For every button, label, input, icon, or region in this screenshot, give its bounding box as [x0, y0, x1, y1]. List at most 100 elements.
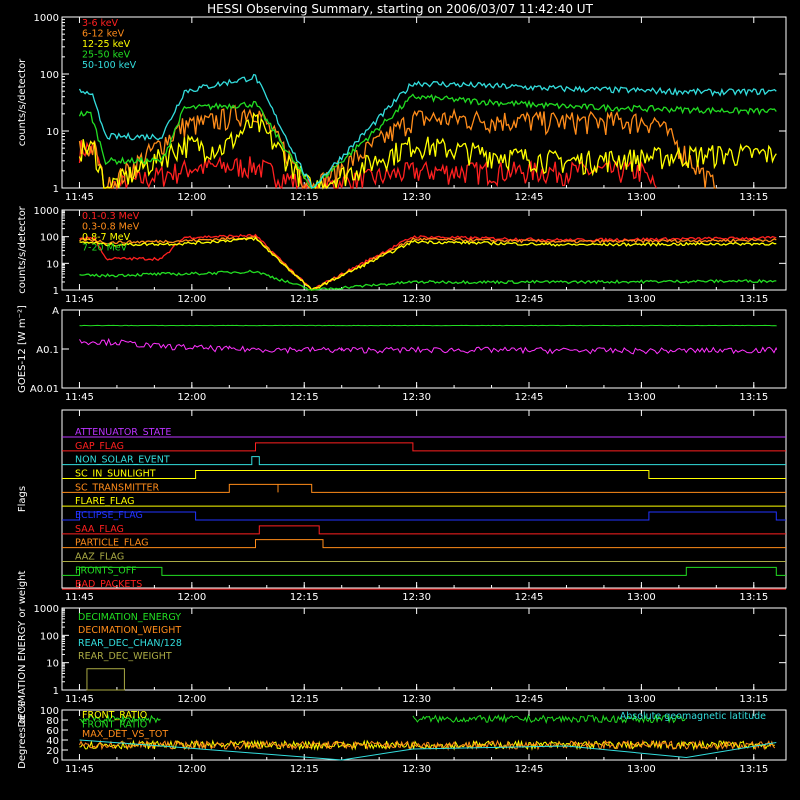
- decimation-ytick-label: 10: [46, 659, 59, 670]
- flags-trace-2: [62, 456, 786, 466]
- goes-xtick-label: 12:30: [402, 392, 431, 403]
- low_energy-series-yellow: [78, 112, 777, 190]
- low_energy-frame: [61, 16, 787, 189]
- high_energy-ytick-label: 1000: [34, 206, 59, 217]
- ratios-ytick-label: 100: [40, 706, 59, 717]
- flags-series-group: [62, 436, 786, 590]
- high_energy-legend-entry: 7-20 MeV: [82, 243, 128, 254]
- flags-xtick-label: 12:15: [290, 592, 319, 603]
- low_energy-legend-entry: 6-12 keV: [82, 29, 125, 40]
- flags-trace-7: [62, 525, 786, 535]
- ratios-xtick-label: 12:30: [402, 764, 431, 775]
- decimation-legend-entry: DECIMATION_WEIGHT: [78, 625, 181, 636]
- goes-xtick-label: 12:15: [290, 392, 319, 403]
- ratios-xtick-label: 12:00: [177, 764, 206, 775]
- goes-xtick-label: 13:15: [739, 392, 768, 403]
- goes-xtick-label: 12:00: [177, 392, 206, 403]
- high_energy-frame: [61, 209, 787, 291]
- low_energy-xtick-label: 13:15: [739, 192, 768, 203]
- ratios-frame: [61, 709, 787, 761]
- ratios-legend-entry: FRONT_RATIO: [82, 720, 147, 731]
- ratios-annotation: Absolute geomagnetic latitude: [620, 711, 766, 722]
- high_energy-ylabel: counts/s/detector: [17, 205, 28, 293]
- low_energy-series-green: [78, 93, 777, 189]
- flags-trace-3: [62, 470, 786, 479]
- decimation-xtick-label: 12:30: [402, 694, 431, 705]
- low_energy-ytick-label: 100: [40, 70, 59, 81]
- goes-series-magenta: [79, 337, 777, 355]
- low_energy-ytick-label: 1: [53, 184, 59, 195]
- decimation-xtick-label: 12:00: [177, 694, 206, 705]
- low_energy-xtick-label: 12:30: [402, 192, 431, 203]
- high_energy-series-yellow: [79, 236, 777, 292]
- low_energy-series-cyan: [78, 73, 777, 189]
- ratios-ytick-label: 80: [46, 716, 59, 727]
- goes-xtick-label: 13:00: [627, 392, 656, 403]
- ratios-series-1: [79, 713, 687, 725]
- ratios-xtick-label: 13:00: [627, 764, 656, 775]
- high_energy-series-orange: [79, 235, 777, 291]
- goes-ytick-label: A0.1: [36, 345, 59, 356]
- flags-trace-8: [62, 539, 786, 549]
- decimation-xtick-label: 12:15: [290, 694, 319, 705]
- low_energy-xtick-label: 12:15: [290, 192, 319, 203]
- low_energy-series-orange: [78, 104, 717, 189]
- goes-xtick-label: 11:45: [65, 392, 94, 403]
- decimation-xtick-label: 13:15: [739, 694, 768, 705]
- flags-trace-6: [62, 511, 786, 521]
- high_energy-series-green: [79, 269, 777, 291]
- decimation-ylabel: DECIMATION ENERGY or weight: [17, 570, 28, 727]
- flags-label: BAD_PACKETS: [75, 579, 142, 590]
- high_energy-xtick-label: 12:15: [290, 294, 319, 305]
- ratios-ytick-label: 40: [46, 736, 59, 747]
- flags-trace-4: [62, 483, 786, 493]
- high_energy-ytick-label: 100: [40, 233, 59, 244]
- high_energy-xtick-label: 13:00: [627, 294, 656, 305]
- high_energy-legend-entry: 0.8-7 MeV: [82, 232, 131, 243]
- high_energy-legend-entry: 0.1-0.3 MeV: [82, 211, 140, 222]
- low_energy-xtick-label: 12:45: [515, 192, 544, 203]
- ratios-series-group: [79, 713, 777, 761]
- ratios-ytick-label: 0: [53, 756, 59, 767]
- figure-title: HESSI Observing Summary, starting on 200…: [207, 2, 593, 16]
- flags-frame: [61, 409, 787, 589]
- flags-label: SC_TRANSMITTER: [75, 482, 160, 493]
- high_energy-legend-entry: 0.3-0.8 MeV: [82, 222, 140, 233]
- flags-label: FRONTS_OFF: [75, 565, 137, 576]
- ratios-xtick-label: 13:15: [739, 764, 768, 775]
- decimation-ytick-label: 100: [40, 631, 59, 642]
- high_energy-xtick-label: 12:00: [177, 294, 206, 305]
- flags-label: SC_IN_SUNLIGHT: [75, 469, 156, 480]
- low_energy-legend-entry: 3-6 keV: [82, 18, 119, 29]
- high_energy-ytick-label: 1: [53, 286, 59, 297]
- goes-ylabel: GOES-12 [W m⁻²]: [17, 305, 28, 393]
- flags-label: ATTENUATOR_STATE: [75, 427, 171, 438]
- high_energy-series-group: [79, 233, 777, 292]
- ratios-ytick-label: 60: [46, 726, 59, 737]
- ratios-legend-entry: MAX_DET_VS_TOT: [82, 729, 168, 740]
- flags-label: FLARE_FLAG: [75, 496, 135, 507]
- decimation-ytick-label: 1: [53, 686, 59, 697]
- ratios-legend-entry: FRONT_RATIO: [82, 710, 147, 721]
- goes-ytick-label: A: [52, 306, 59, 317]
- low_energy-xtick-label: 11:45: [65, 192, 94, 203]
- flags-ylabel: Flags: [17, 486, 28, 512]
- decimation-legend-entry: REAR_DEC_CHAN/128: [78, 638, 182, 649]
- decimation-legend-entry: REAR_DEC_WEIGHT: [78, 651, 172, 662]
- ratios-xtick-label: 11:45: [65, 764, 94, 775]
- ratios-series-2: [79, 739, 776, 751]
- high_energy-xtick-label: 13:15: [739, 294, 768, 305]
- decimation-trace: [86, 668, 125, 691]
- ratios-series-0: [79, 739, 775, 751]
- decimation-legend-entry: DECIMATION_ENERGY: [78, 612, 181, 623]
- flags-xtick-label: 13:15: [739, 592, 768, 603]
- low_energy-xtick-label: 12:00: [177, 192, 206, 203]
- low_energy-ylabel: counts/s/detector: [17, 58, 28, 146]
- high_energy-xtick-label: 12:30: [402, 294, 431, 305]
- decimation-ytick-label: 1000: [34, 604, 59, 615]
- low_energy-series-red: [78, 140, 657, 191]
- ratios-series-geolat: [79, 739, 777, 761]
- low_energy-legend-entry: 50-100 keV: [82, 60, 137, 71]
- ratios-ylabel: Degrees or %: [17, 701, 28, 769]
